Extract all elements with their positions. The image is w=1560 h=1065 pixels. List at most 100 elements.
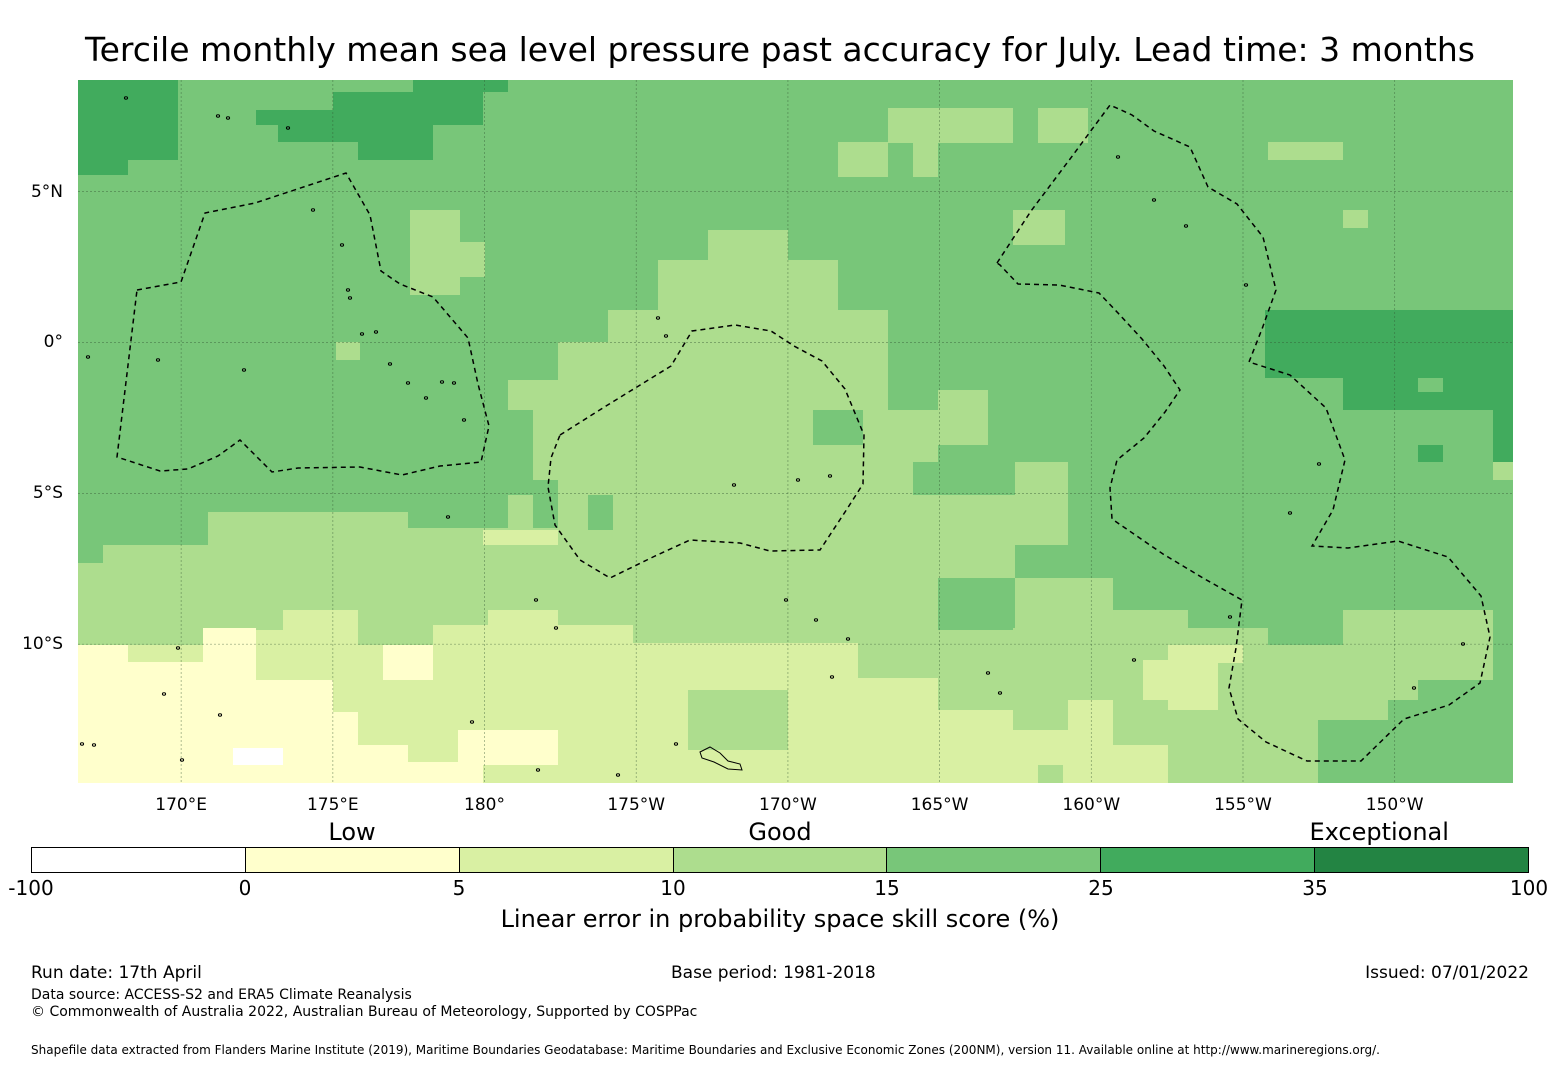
island-outline [347,296,353,300]
colorbar-tick-label: -100 [8,876,54,900]
field-cell [1418,680,1493,783]
field-cell [1343,210,1368,228]
data-source: Data source: ACCESS-S2 and ERA5 Climate … [31,987,412,1003]
longitude-label: 150°W [1365,795,1424,815]
longitude-label: 170°W [759,795,817,815]
island-outline [795,478,801,482]
longitude-label: 165°W [910,795,969,815]
island-outline [461,418,467,422]
colorbar-segment [1101,848,1316,872]
island-outline [829,675,835,679]
field-cell [813,410,863,445]
field-cell [458,730,558,765]
issued-date: Issued: 07/01/2022 [1365,963,1529,983]
island-outline [1316,462,1322,466]
field-region-east [1265,310,1513,462]
island-outline [827,474,833,478]
field-cell [1418,445,1443,462]
longitude-label: 155°W [1214,795,1272,815]
island-outline [79,742,85,746]
island-outline [663,334,669,338]
island-outline [179,758,185,762]
island-outline [1460,642,1466,646]
field-cell [483,92,508,110]
island-outline [1131,658,1137,662]
field-cell-negative [233,748,283,765]
longitude-label: 170°E [155,795,207,815]
colorbar-tick-label: 25 [1088,876,1114,900]
eez-boundary-central [547,324,865,579]
field-cell [963,108,1013,143]
copyright-notice: © Commonwealth of Australia 2022, Austra… [31,1004,698,1020]
colorbar-tick-label: 35 [1302,876,1328,900]
colorbar-segment [1315,848,1529,872]
island-outline [225,116,231,120]
legend-category-label: Good [748,818,812,846]
island-outline [673,742,679,746]
field-cell [433,242,485,277]
field-cell [1038,765,1063,783]
island-outline [1243,283,1249,287]
island-outline [387,362,393,366]
field-region-nw [78,80,508,175]
island-outline [535,768,541,772]
island-outline [1151,198,1157,202]
legend-category-label: Low [328,818,376,846]
island-outline [373,330,379,334]
latitude-label: 5°N [30,181,63,202]
field-cell [78,545,103,563]
island-outline-large [699,746,743,771]
island-outline [91,743,97,747]
island-outline [731,483,737,487]
island-outline [405,381,411,385]
colorbar [31,847,1529,873]
island-outline [997,691,1003,695]
island-outline [439,380,445,384]
island-outline [985,671,991,675]
graticule [78,80,1513,783]
field-cell [1318,720,1388,783]
island-outline [1183,224,1189,228]
map-title: Tercile monthly mean sea level pressure … [85,30,1475,69]
island-outline [451,381,457,385]
longitude-label: 160°W [1062,795,1121,815]
longitude-label: 175°W [607,795,666,815]
shapefile-credit: Shapefile data extracted from Flanders M… [31,1043,1380,1057]
island-outline [845,637,851,641]
colorbar-segment [459,848,674,872]
longitude-label: 180° [464,795,506,815]
field-cell [1168,645,1218,710]
island-outline [615,773,621,777]
latitude-label: 0° [43,332,63,353]
field-cell [688,690,788,750]
island-outline [155,358,161,362]
field-cell [913,142,938,177]
colorbar-title: Linear error in probability space skill … [500,905,1060,933]
field-cell [483,530,558,545]
field-cell [336,342,360,360]
colorbar-segment [673,848,888,872]
field-cell [588,495,613,530]
island-outline [1411,686,1417,690]
skill-score-map [78,80,1513,783]
field-cell [1218,645,1243,663]
island-outline [423,396,429,400]
island-outline [241,368,247,372]
island-outline [813,618,819,622]
island-outline [783,598,789,602]
field-cell [1268,142,1343,160]
colorbar-tick-label: 15 [874,876,900,900]
colorbar-tick-label: 5 [452,876,466,900]
eez-boundary-east [995,104,1491,762]
island-outline [339,243,345,247]
field-cell [1493,462,1513,480]
island-outline [285,126,291,130]
island-outline [655,316,661,320]
base-period: Base period: 1981-2018 [671,963,876,983]
island-outline [161,692,167,696]
island-outline [1115,155,1121,159]
colorbar-tick-label: 100 [1509,876,1549,900]
field-region-southwest [78,462,1113,710]
field-cell [838,142,888,177]
island-outline [533,598,539,602]
